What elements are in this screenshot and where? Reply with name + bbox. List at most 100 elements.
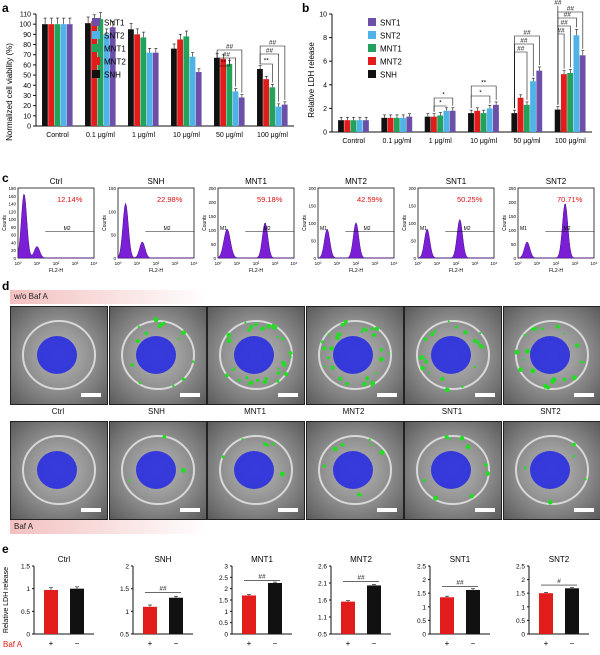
y-tick-label: 0 [521, 632, 525, 639]
significance-bracket [434, 98, 453, 112]
y-tick-label: 1 [26, 586, 30, 593]
axis-label-a: Normalized cell viability (%) [5, 43, 14, 141]
legend-swatch [368, 18, 376, 26]
y-tick-label: 8 [323, 35, 327, 42]
histogram-x-tick: 10³ [272, 261, 279, 266]
autophagosome-dot [362, 382, 367, 387]
significance-label: ## [223, 52, 231, 59]
autophagosome-dot [440, 378, 442, 380]
histogram-y-tick: 150 [108, 186, 116, 191]
histogram-y-tick: 40 [11, 240, 17, 245]
autophagosome-dot [477, 341, 480, 344]
histogram-x-tick: 10¹ [434, 261, 441, 266]
autophagosome-dot [571, 443, 575, 447]
x-tick-label: 50 μg/ml [216, 132, 243, 139]
significance-label: ** [264, 58, 270, 65]
x-tick-label: 50 μg/ml [514, 138, 541, 145]
y-tick-label: 0 [422, 632, 426, 639]
autophagosome-dot [370, 444, 372, 446]
autophagosome-dot [265, 444, 268, 447]
bar-without-baf [268, 583, 282, 634]
autophagosome-dot [574, 343, 578, 347]
micrograph-snt2-without-baf [503, 306, 600, 405]
scale-bar [377, 393, 397, 397]
bar-snt1 [196, 72, 202, 126]
autophagosome-dot [423, 479, 426, 482]
histogram-x-tick: 10⁴ [391, 261, 398, 266]
bar-mnt1 [437, 115, 443, 132]
baf-sign: − [372, 639, 377, 648]
scale-bar [278, 508, 298, 512]
histogram-y-tick: 100 [408, 221, 416, 226]
bar-snt2 [400, 118, 406, 132]
bar-mnt2 [561, 74, 567, 132]
autophagosome-dot [241, 438, 243, 440]
histogram-y-tick: 100 [8, 217, 16, 222]
autophagosome-dot [555, 325, 559, 329]
autophagosome-dot [135, 339, 139, 343]
autophagosome-dot [162, 435, 166, 439]
y-tick-label: 0.5 [21, 609, 30, 616]
chart-e-title: Ctrl [58, 555, 71, 564]
autophagosome-dot [463, 330, 467, 334]
histogram-x-tick: 10⁴ [491, 261, 498, 266]
histogram-x-label: FL2-H [149, 268, 163, 274]
gate-label: M2 [364, 226, 371, 232]
x-tick-label: Control [46, 132, 69, 139]
bar-snt1 [580, 55, 586, 132]
baf-sign: − [471, 639, 476, 648]
autophagosome-dot [479, 332, 481, 334]
y-tick-label: 1 [521, 604, 525, 611]
autophagosome-dot [181, 468, 186, 473]
histogram-y-tick: 50 [511, 242, 517, 247]
autophagosome-dot [138, 381, 141, 384]
bar-snt2 [233, 91, 239, 126]
histogram-y-label: Counts [2, 215, 8, 231]
histogram-y-tick: 100 [208, 228, 216, 233]
histogram-y-tick: 150 [508, 214, 516, 219]
autophagosome-dot [337, 377, 341, 381]
autophagosome-dot [543, 384, 548, 389]
autophagosome-dot [327, 333, 329, 335]
x-tick-label: 100 μg/ml [555, 138, 586, 145]
nucleus [136, 451, 176, 489]
bar-with-baf [44, 590, 58, 634]
histogram-y-tick: 50 [411, 239, 417, 244]
micrograph-layer [11, 307, 107, 404]
autophagosome-dot [378, 357, 383, 362]
micrograph-label: SNH [109, 407, 205, 416]
baf-sign: − [273, 639, 278, 648]
chart-e-title: SNH [155, 555, 172, 564]
significance-label: ## [557, 28, 565, 35]
y-tick-label: 0.5 [516, 618, 525, 625]
histogram-x-tick: 10⁰ [215, 261, 222, 266]
autophagosome-dot [238, 379, 241, 382]
autophagosome-dot [326, 356, 329, 359]
legend-label: SNT2 [104, 32, 125, 41]
significance-label: ## [266, 48, 274, 55]
histogram-x-label: FL2-H [449, 268, 463, 274]
autophagosome-dot [428, 372, 430, 374]
histogram-y-label: Counts [402, 215, 408, 231]
bar-snt1 [153, 53, 159, 126]
histogram-y-label: Counts [302, 215, 308, 231]
bar-snh [171, 49, 177, 126]
gate-label: M2 [64, 226, 71, 232]
autophagosome-dot [338, 333, 341, 336]
panel-letter-b: b [302, 1, 309, 15]
autophagosome-dot [225, 373, 229, 377]
autophagosome-dot [379, 450, 384, 455]
micrograph-layer [307, 307, 403, 404]
autophagosome-dot [181, 330, 186, 335]
x-tick-label: 10 μg/ml [173, 132, 200, 139]
autophagosome-dot [423, 337, 427, 341]
bar-snt1 [536, 71, 542, 132]
autophagosome-dot [247, 328, 251, 332]
axis-label-b: Relative LDH release [307, 42, 316, 118]
bar-snh [42, 24, 48, 126]
autophagosome-dot [249, 380, 253, 384]
baf-sign: − [570, 639, 575, 648]
significance-label: ## [258, 573, 266, 580]
bar-with-baf [143, 607, 157, 634]
y-tick-label: 110 [20, 12, 31, 19]
